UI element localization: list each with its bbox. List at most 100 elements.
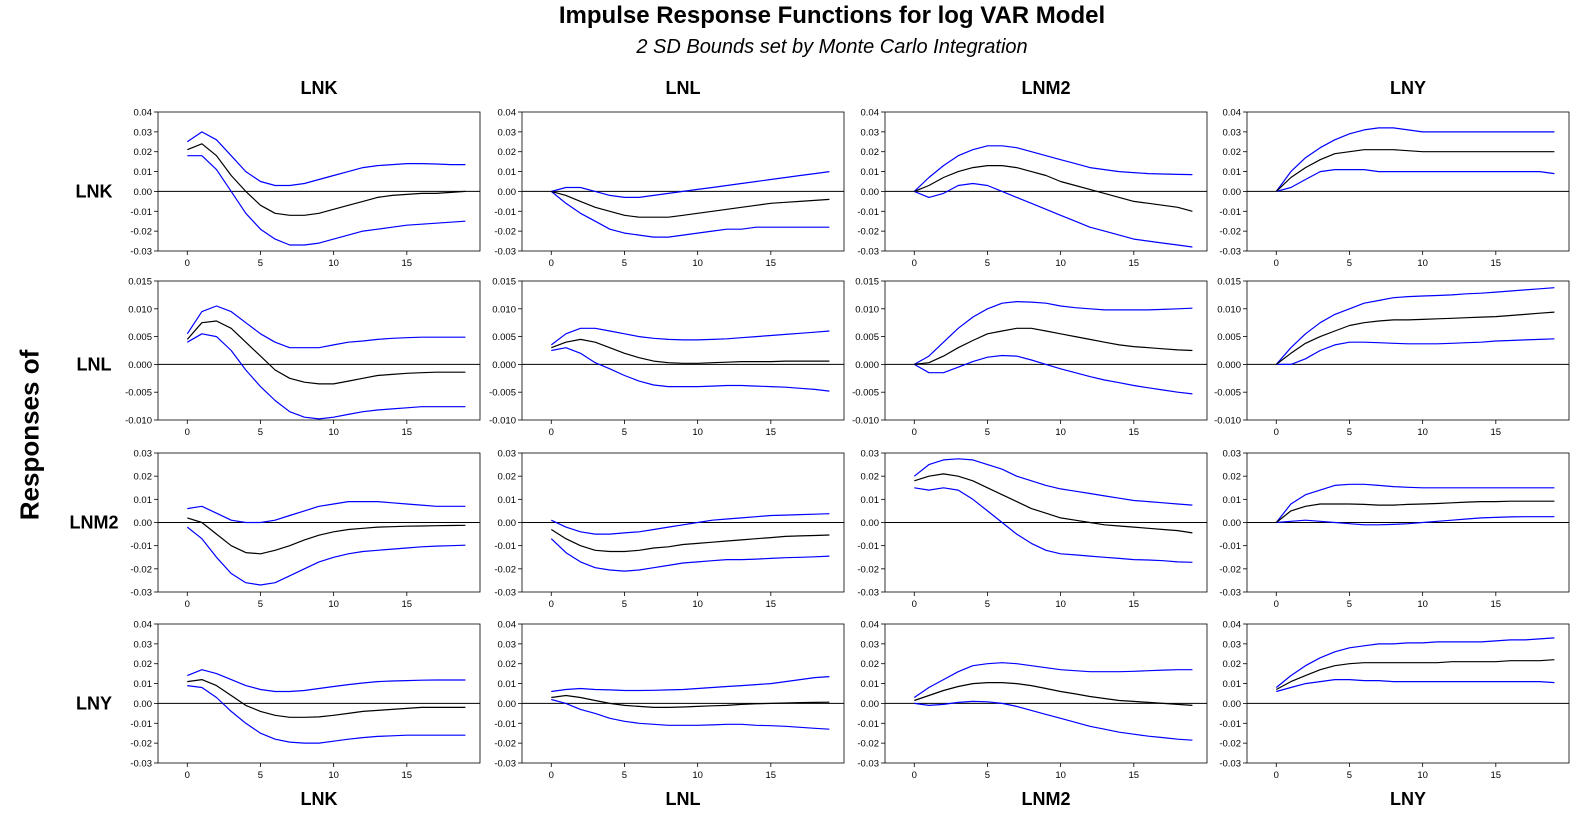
impulse-response-line <box>550 528 830 553</box>
impulse-response-line <box>551 190 830 218</box>
column-header-top: LNM2 <box>1022 78 1071 98</box>
x-tick-label: 15 <box>1129 599 1140 610</box>
x-tick-label: 0 <box>1274 427 1279 438</box>
y-tick-label: 0.00 <box>498 699 517 710</box>
y-tick-label: -0.02 <box>494 564 516 575</box>
x-tick-label: 0 <box>185 427 190 438</box>
x-tick-label: 0 <box>185 599 190 610</box>
x-tick-label: 0 <box>549 599 554 610</box>
lower-bound-line <box>914 182 1193 248</box>
y-tick-label: -0.03 <box>857 247 879 258</box>
impulse-response-line <box>187 678 466 718</box>
lower-bound-line <box>187 333 466 420</box>
y-tick-label: -0.005 <box>125 388 152 399</box>
x-tick-label: 5 <box>1347 599 1352 610</box>
y-tick-label: -0.02 <box>857 739 879 750</box>
x-tick-label: 10 <box>692 427 703 438</box>
y-tick-label: 0.03 <box>861 449 880 460</box>
x-tick-label: 0 <box>912 427 917 438</box>
upper-bound-line <box>1275 127 1555 192</box>
lower-bound-line <box>914 354 1193 395</box>
x-tick-label: 5 <box>258 770 263 781</box>
upper-bound-line <box>551 171 830 198</box>
lower-bound-line <box>1276 516 1555 526</box>
x-tick-label: 15 <box>402 427 413 438</box>
y-tick-label: 0.000 <box>1217 360 1241 371</box>
lower-bound-line <box>550 538 830 572</box>
row-label: LNY <box>76 693 112 713</box>
x-tick-label: 15 <box>402 258 413 269</box>
panel-frame <box>521 623 845 764</box>
y-tick-label: -0.03 <box>857 588 879 599</box>
impulse-response-line <box>187 143 466 216</box>
y-tick-label: 0.02 <box>134 472 153 483</box>
x-tick-label: 10 <box>1417 770 1428 781</box>
panel-frame <box>157 280 481 421</box>
lower-bound-line <box>186 526 466 586</box>
upper-bound-line <box>550 327 830 346</box>
y-tick-label: -0.010 <box>125 416 152 427</box>
x-tick-label: 5 <box>1347 427 1352 438</box>
y-tick-label: -0.03 <box>1219 588 1241 599</box>
impulse-response-line <box>1276 659 1555 691</box>
y-tick-label: -0.01 <box>1219 541 1241 552</box>
y-tick-label: 0.03 <box>498 127 517 138</box>
y-tick-label: 0.01 <box>134 679 153 690</box>
panel-frame <box>157 111 481 252</box>
y-tick-label: -0.03 <box>494 759 516 770</box>
y-tick-label: 0.00 <box>1223 699 1242 710</box>
lower-bound-line <box>187 155 466 246</box>
y-tick-label: -0.01 <box>857 541 879 552</box>
lower-bound-line <box>187 685 466 744</box>
impulse-response-line <box>1275 149 1555 192</box>
x-tick-label: 5 <box>622 599 627 610</box>
x-tick-label: 5 <box>985 427 990 438</box>
lower-bound-line <box>1276 678 1555 693</box>
lower-bound-line <box>550 190 830 238</box>
column-header-top: LNY <box>1390 78 1426 98</box>
upper-bound-line <box>1275 637 1555 688</box>
y-tick-label: 0.000 <box>492 360 516 371</box>
y-tick-label: 0.03 <box>861 127 880 138</box>
x-tick-label: 15 <box>402 770 413 781</box>
x-tick-label: 10 <box>692 258 703 269</box>
upper-bound-line <box>551 676 830 693</box>
y-tick-label: -0.005 <box>489 388 516 399</box>
panel-frame <box>521 111 845 252</box>
y-tick-label: -0.010 <box>489 416 516 427</box>
x-tick-label: 0 <box>912 599 917 610</box>
y-tick-label: -0.01 <box>130 207 152 218</box>
x-tick-label: 10 <box>1055 770 1066 781</box>
y-tick-label: 0.03 <box>498 449 517 460</box>
y-tick-label: 0.00 <box>1223 518 1242 529</box>
impulse-response-line <box>1275 500 1555 523</box>
y-tick-label: 0.02 <box>134 147 153 158</box>
y-tick-label: 0.03 <box>134 639 153 650</box>
x-tick-label: 15 <box>1129 770 1140 781</box>
y-tick-label: 0.01 <box>134 167 153 178</box>
panel-frame <box>157 623 481 764</box>
x-tick-label: 10 <box>328 770 339 781</box>
y-tick-label: 0.00 <box>861 518 880 529</box>
column-header-bottom: LNY <box>1390 789 1426 809</box>
column-header-top: LNK <box>301 78 338 98</box>
lower-bound-line <box>914 487 1193 563</box>
y-tick-label: -0.005 <box>1214 388 1241 399</box>
x-tick-label: 15 <box>402 599 413 610</box>
upper-bound-line <box>1275 483 1555 523</box>
y-tick-label: 0.015 <box>855 277 879 288</box>
impulse-response-line <box>914 681 1193 706</box>
panel-frame <box>1246 280 1570 421</box>
y-tick-label: 0.010 <box>855 304 879 315</box>
x-tick-label: 0 <box>1274 770 1279 781</box>
y-tick-label: 0.02 <box>861 472 880 483</box>
y-tick-label: 0.03 <box>134 449 153 460</box>
y-tick-label: 0.01 <box>498 495 517 506</box>
y-tick-label: 0.02 <box>1223 659 1242 670</box>
y-tick-label: 0.01 <box>861 495 880 506</box>
y-tick-label: 0.02 <box>1223 147 1242 158</box>
y-tick-label: 0.01 <box>498 679 517 690</box>
x-tick-label: 15 <box>766 427 777 438</box>
y-tick-label: 0.04 <box>1223 620 1242 631</box>
